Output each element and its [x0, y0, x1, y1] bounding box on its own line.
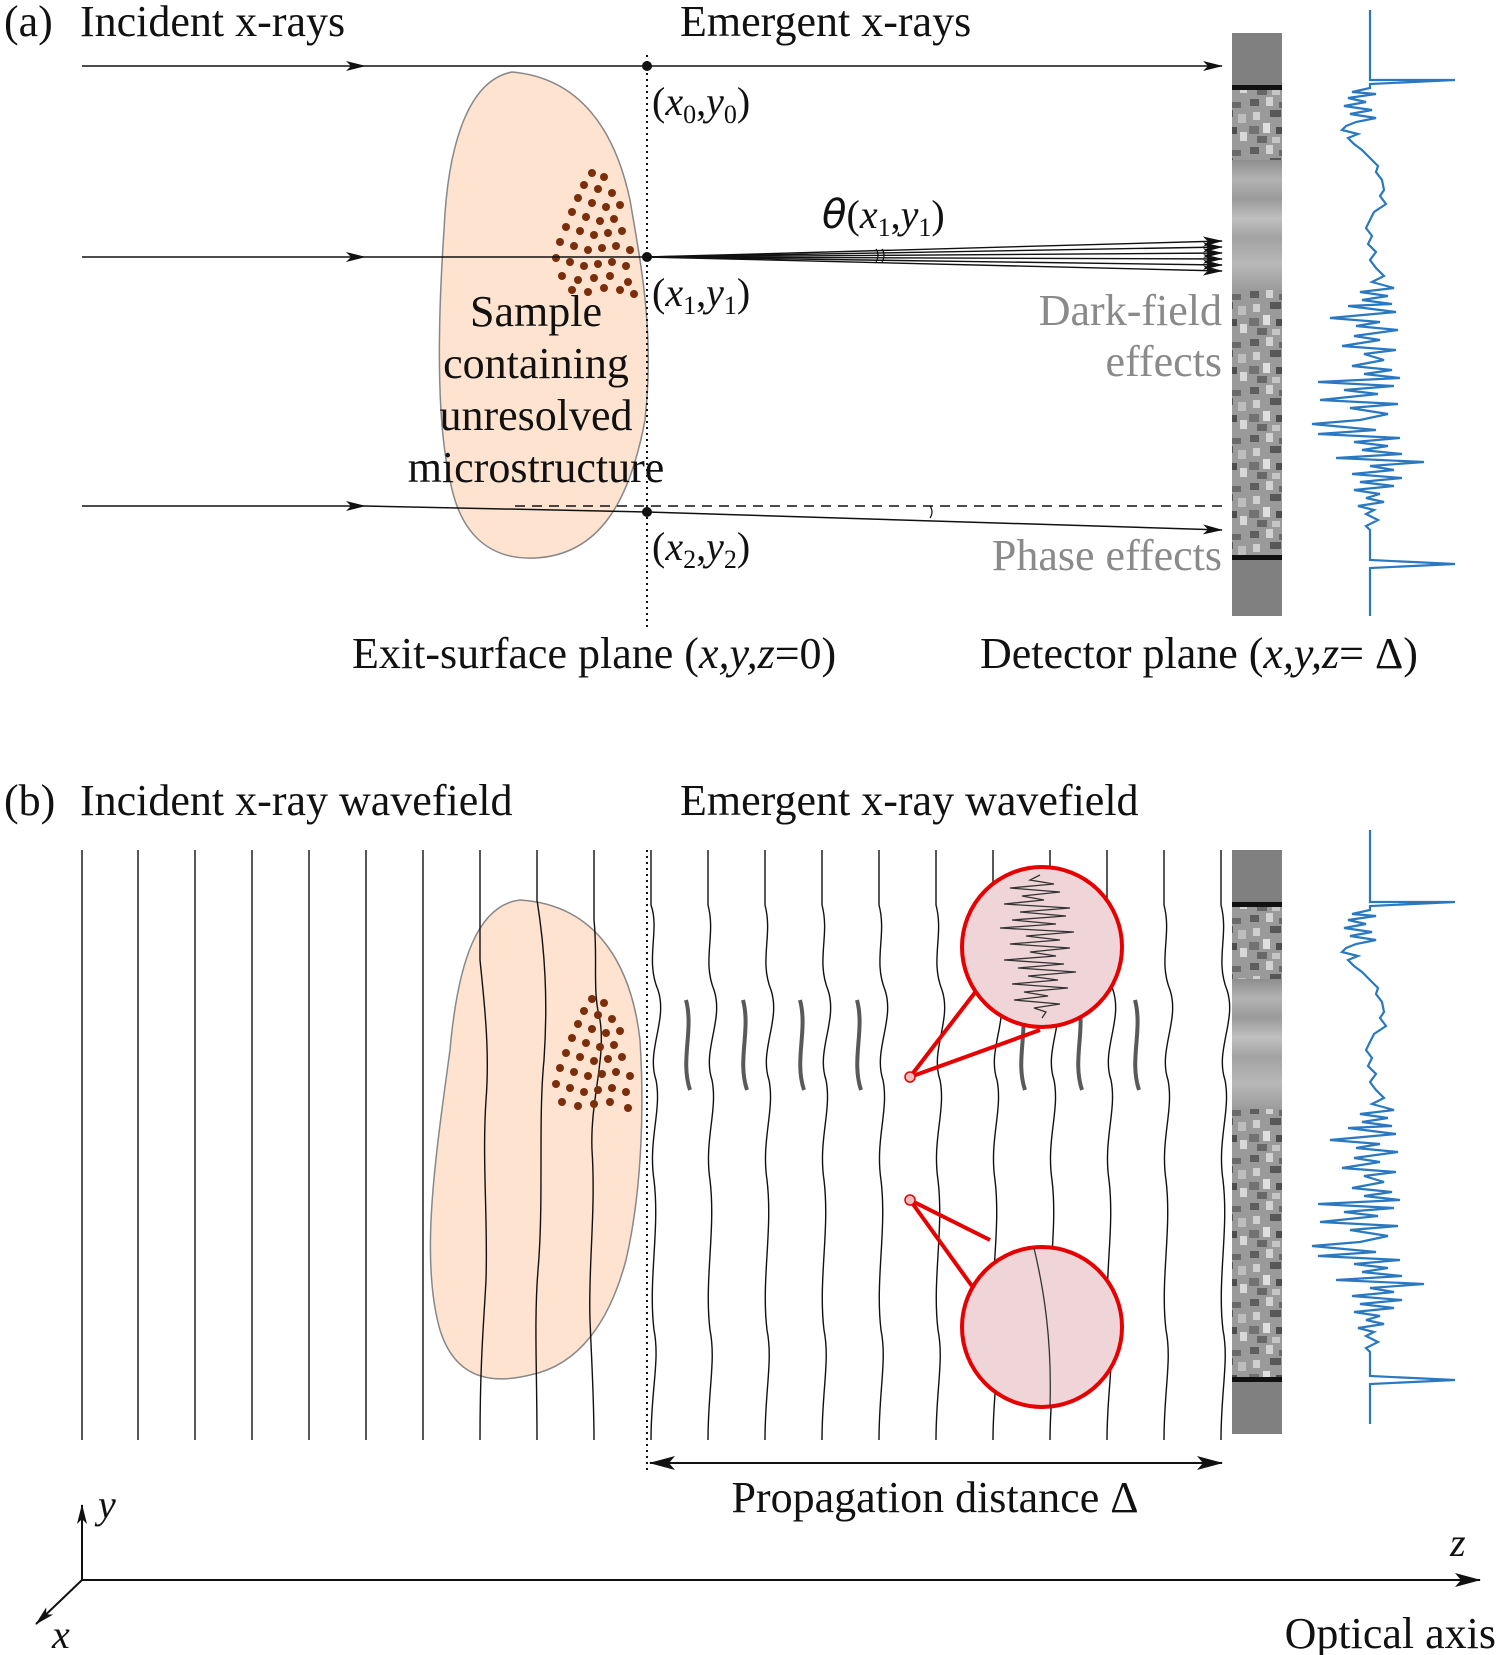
dark-field-label-line1: Dark-field: [1039, 286, 1222, 335]
panel-a-letter: (a): [4, 0, 53, 46]
incident-x-rays-label: Incident x-rays: [80, 0, 345, 46]
magnifier-bottom: [904, 1194, 1124, 1409]
intensity-profile-b: [1311, 830, 1456, 1424]
detector-strip-b: [1232, 850, 1282, 1434]
ray-2-refracted: [646, 511, 1223, 535]
theta-angle-arc-1: [875, 248, 879, 263]
sample-description: Sample containing unresolved microstruct…: [408, 287, 665, 492]
optical-axis-label: Optical axis: [1285, 1609, 1496, 1655]
panel-b: (b) Incident x-ray wavefield Emergent x-…: [4, 776, 1456, 1522]
phase-angle-arc: [929, 505, 933, 519]
intensity-profile-a: [1311, 10, 1456, 616]
coord-x1-y1: (x1,y1): [652, 270, 750, 320]
svg-text:Sample: Sample: [470, 287, 602, 336]
theta-label: θ(x1,y1): [822, 192, 945, 242]
emergent-wavefronts: [650, 850, 1231, 1441]
detector-strip-a: [1232, 33, 1282, 616]
coordinate-axes: y z x Optical axis: [35, 1482, 1496, 1655]
incident-wavefronts: [81, 850, 424, 1440]
dark-field-label-line2: effects: [1106, 337, 1222, 386]
sample-a: [438, 71, 649, 559]
microstructure-particles-b: [552, 995, 634, 1112]
phase-effects-label: Phase effects: [992, 531, 1222, 580]
scattered-rays-fan: [646, 236, 1223, 276]
microstructure-particles-a: [552, 169, 638, 298]
coord-x0-y0: (x0,y0): [652, 79, 750, 129]
point-x0-y0: [642, 61, 652, 71]
theta-angle-arc-2: [881, 248, 885, 263]
exit-surface-plane-label: Exit-surface plane (x,y,z=0): [352, 629, 836, 678]
ray-2-into-sample: [364, 505, 648, 513]
z-axis-label: z: [1449, 1520, 1466, 1565]
incident-wavefield-label: Incident x-ray wavefield: [80, 776, 512, 825]
y-axis-label: y: [94, 1482, 116, 1527]
panel-b-letter: (b): [4, 776, 55, 825]
x-axis-label: x: [51, 1612, 70, 1655]
emergent-wavefield-label: Emergent x-ray wavefield: [680, 776, 1139, 825]
coord-x2-y2: (x2,y2): [652, 524, 750, 574]
svg-text:microstructure: microstructure: [408, 443, 665, 492]
detector-plane-label: Detector plane (x,y,z= Δ): [980, 629, 1418, 678]
panel-a: (a) Incident x-rays Emergent x-rays: [4, 0, 1456, 678]
svg-text:containing: containing: [443, 339, 629, 388]
sample-wavefronts: [479, 850, 603, 1441]
sample-b: [429, 899, 643, 1380]
emergent-x-rays-label: Emergent x-rays: [680, 0, 971, 46]
propagation-distance-label: Propagation distance Δ: [731, 1473, 1138, 1522]
x-axis: [35, 1579, 83, 1625]
magnifier-top: [904, 865, 1124, 1083]
svg-text:unresolved: unresolved: [439, 391, 632, 440]
